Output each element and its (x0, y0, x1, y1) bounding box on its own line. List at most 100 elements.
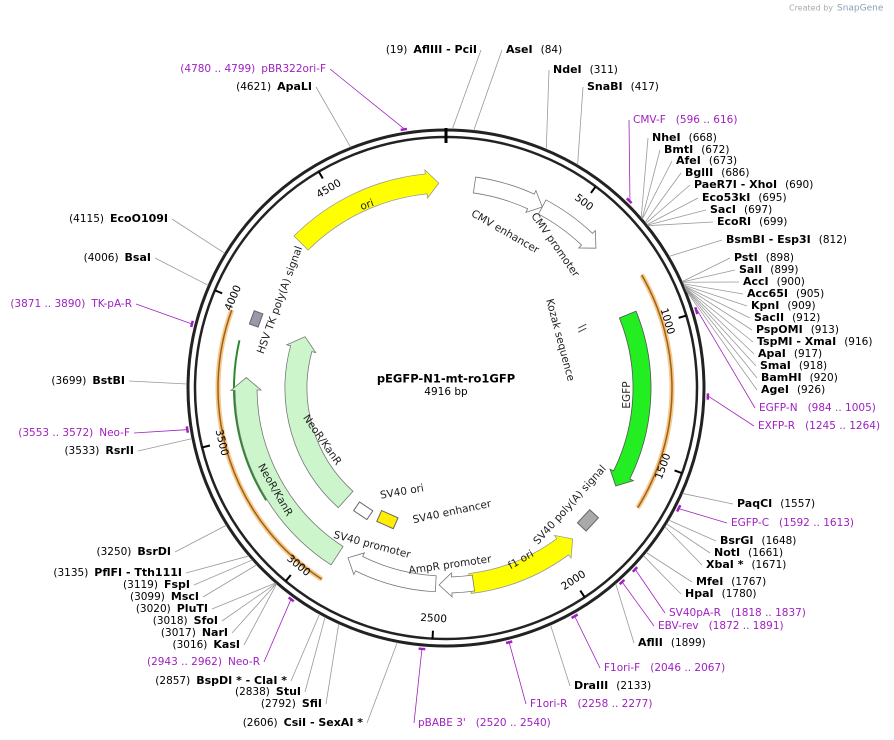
site-name: BsrDI (137, 545, 171, 558)
site-connector (668, 519, 717, 542)
site-name: BsaI (125, 251, 151, 264)
primer-name: pBR322ori-F (261, 63, 326, 75)
site-position: (697) (744, 204, 772, 216)
primer-connector (574, 616, 601, 669)
site-position: (417) (631, 81, 659, 93)
site-label: (4621) ApaLI (236, 80, 312, 93)
site-position: (1557) (780, 498, 815, 510)
site-position: (699) (759, 216, 787, 228)
site-connector (243, 583, 277, 646)
site-connector (211, 582, 276, 610)
site-position: (84) (541, 44, 563, 56)
site-name: SfiI (302, 697, 322, 710)
primer-mark (631, 566, 639, 573)
primer-name: EGFP-C (731, 517, 769, 529)
primer-name: pBABE 3' (418, 717, 466, 729)
site-position: (3533) (64, 445, 99, 457)
site-position: (913) (811, 324, 839, 336)
site-name: StuI (276, 685, 301, 698)
site-label: (3020) PluTI (136, 602, 208, 615)
site-connector (644, 172, 682, 223)
feature-label: EGFP (621, 381, 633, 408)
site-connector (681, 257, 731, 283)
primer-connector (413, 649, 423, 724)
primer-name: CMV-F (633, 114, 666, 126)
site-label: KpnI (909) (751, 299, 816, 312)
site-connector (451, 49, 482, 130)
site-label: AfeI (673) (676, 154, 737, 167)
site-connector (682, 493, 734, 505)
primer-mark (505, 640, 513, 645)
site-label: AseI (84) (506, 43, 562, 56)
site-position: (3119) (123, 579, 158, 591)
site-position: (916) (844, 336, 872, 348)
primer-range: (2046 .. 2067) (650, 662, 725, 674)
site-position: (690) (785, 179, 813, 191)
site-label: MfeI (1767) (696, 575, 766, 588)
site-label: BsmBI - Esp3I (812) (726, 233, 847, 246)
site-connector (545, 69, 550, 150)
primer-connector (135, 303, 192, 324)
feature-box (352, 501, 374, 521)
site-label: (4115) EcoO109I (69, 212, 168, 225)
site-connector (615, 583, 635, 644)
site-name: NotI (714, 546, 740, 559)
site-position: (4006) (84, 252, 119, 264)
site-position: (812) (819, 234, 847, 246)
feature-arrow (609, 310, 652, 487)
site-position: (1767) (731, 576, 766, 588)
site-connector (154, 257, 209, 286)
tick-mark (674, 469, 683, 475)
site-name: AccI (743, 275, 769, 288)
site-name: AflII (638, 636, 663, 649)
site-label: SnaBI (417) (587, 80, 659, 93)
site-label: AflII (1899) (638, 636, 706, 649)
site-connector (577, 86, 584, 165)
primer-range: (1245 .. 1264) (805, 420, 880, 432)
site-name: SmaI (760, 359, 791, 372)
feature-label: SV40 enhancer (412, 498, 493, 527)
site-position: (311) (590, 64, 618, 76)
feature-label: ori (359, 197, 376, 213)
primer-range: (2943 .. 2962) (147, 656, 222, 668)
primer-label: EBV-rev (1872 .. 1891) (658, 620, 784, 632)
site-name: BglII (685, 166, 713, 179)
site-name: DraIII (574, 679, 608, 692)
primer-label: EGFP-C (1592 .. 1613) (731, 517, 854, 529)
primer-label: SV40pA-R (1818 .. 1837) (669, 607, 806, 619)
site-position: (1780) (722, 588, 757, 600)
site-label: BamHI (920) (761, 371, 838, 384)
site-connector (647, 209, 707, 226)
primer-mark (570, 613, 579, 620)
site-name: SnaBI (587, 80, 623, 93)
primer-mark (418, 647, 426, 651)
site-name: BsmBI - Esp3I (726, 233, 811, 246)
primer-range: (1592 .. 1613) (779, 517, 854, 529)
site-position: (926) (797, 384, 825, 396)
site-position: (3699) (51, 375, 86, 387)
site-label: BmtI (672) (664, 143, 729, 156)
primer-label: CMV-F (596 .. 616) (633, 114, 737, 126)
site-label: Acc65I (905) (747, 287, 824, 300)
site-connector (645, 552, 693, 583)
site-label: BglII (686) (685, 166, 749, 179)
site-name: NdeI (553, 63, 582, 76)
primer-label: (3871 .. 3890) TK-pA-R (10, 298, 132, 310)
site-connector (366, 642, 398, 724)
feature-arrow (347, 552, 437, 593)
site-connector (202, 564, 257, 598)
site-label: (19) AflIII - PciI (386, 43, 477, 56)
tick-mark (317, 171, 324, 180)
site-name: EcoRI (717, 215, 751, 228)
site-name: BsrGI (720, 534, 753, 547)
feature-band (217, 309, 323, 580)
site-connector (231, 583, 277, 634)
site-name: SfoI (194, 614, 218, 627)
tick-mark (214, 289, 223, 295)
site-name: ApaI (758, 347, 786, 360)
site-name: NheI (652, 131, 681, 144)
site-label: EcoRI (699) (717, 215, 787, 228)
site-position: (19) (386, 44, 408, 56)
kozak-mark (578, 323, 587, 333)
